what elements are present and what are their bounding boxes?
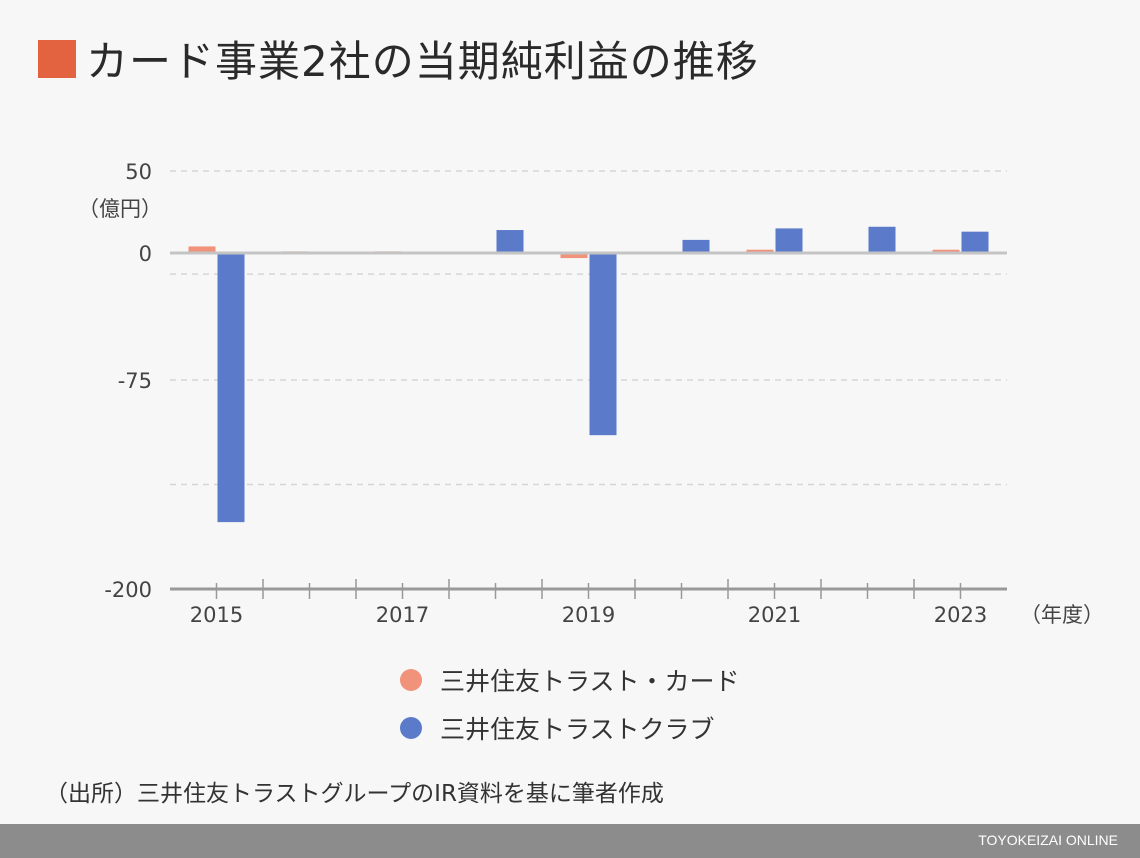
x-tick-label: 2019	[562, 603, 615, 627]
legend-item-club: 三井住友トラストクラブ	[400, 704, 740, 752]
legend-swatch-club	[400, 717, 422, 739]
x-tick-label: 2017	[376, 603, 429, 627]
x-tick-label: 2023	[934, 603, 987, 627]
y-tick-label: 50	[125, 160, 152, 184]
legend-swatch-card	[400, 669, 422, 691]
bar-chart: 50 0 -75 -200 （億円） 2015 2017 2019 2021 2023 （年度）	[78, 160, 1104, 627]
bar-card-2021	[746, 249, 774, 253]
source-note: （出所）三井住友トラストグループのIR資料を基に筆者作成	[45, 781, 664, 807]
bar-club-2020	[682, 239, 710, 253]
title-block: カード事業2社の当期純利益の推移	[38, 28, 759, 89]
bar-card-2015	[188, 246, 216, 253]
axes	[170, 251, 1007, 599]
bar-club-2015	[217, 253, 245, 523]
title-square-icon	[38, 39, 76, 78]
footer-bar: TOYOKEIZAI ONLINE	[0, 824, 1140, 858]
axis-labels: 50 0 -75 -200 （億円） 2015 2017 2019 2021 2023 （年度）	[78, 160, 1104, 627]
bar-club-2018	[496, 230, 524, 253]
x-unit-label: （年度）	[1020, 603, 1104, 627]
bar-card-2023	[932, 249, 960, 253]
legend: 三井住友トラスト・カード 三井住友トラストクラブ	[400, 656, 740, 752]
bar-card-2019	[560, 253, 588, 259]
legend-item-card: 三井住友トラスト・カード	[400, 656, 740, 704]
grid-lines	[170, 170, 1007, 486]
x-tick-label: 2021	[748, 603, 801, 627]
y-tick-label: -75	[118, 369, 152, 393]
bar-club-2019	[589, 253, 617, 436]
bar-club-2022	[868, 226, 896, 253]
x-tick-label: 2015	[190, 603, 243, 627]
bar-club-2023	[961, 231, 989, 253]
legend-label-club: 三井住友トラストクラブ	[440, 715, 715, 744]
chart-title: カード事業2社の当期純利益の推移	[86, 37, 759, 86]
y-tick-label: 0	[139, 242, 152, 266]
bars	[188, 226, 989, 523]
y-unit-label: （億円）	[78, 197, 162, 221]
legend-label-card: 三井住友トラスト・カード	[440, 667, 740, 696]
brand-label: TOYOKEIZAI ONLINE	[978, 832, 1118, 848]
bar-club-2021	[775, 228, 803, 253]
y-tick-label: -200	[104, 578, 152, 602]
